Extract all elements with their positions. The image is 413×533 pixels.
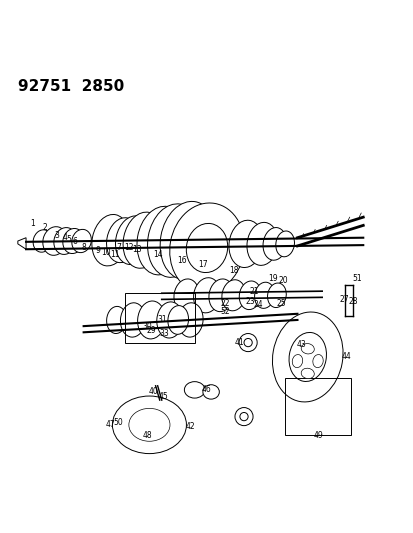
Ellipse shape (262, 228, 286, 260)
Ellipse shape (128, 408, 170, 441)
Text: 6: 6 (73, 237, 78, 246)
Text: 43: 43 (296, 340, 306, 349)
Circle shape (238, 334, 256, 352)
Text: 13: 13 (132, 245, 142, 254)
Ellipse shape (137, 301, 165, 339)
Ellipse shape (106, 218, 138, 263)
Ellipse shape (168, 305, 188, 334)
Ellipse shape (184, 382, 204, 398)
Text: 4: 4 (62, 233, 67, 242)
Ellipse shape (107, 306, 126, 334)
Text: 21: 21 (249, 287, 259, 296)
Text: 10: 10 (101, 248, 111, 256)
Ellipse shape (193, 278, 220, 313)
Ellipse shape (267, 283, 285, 308)
Ellipse shape (202, 385, 219, 399)
Text: 20: 20 (278, 277, 287, 285)
Text: 1: 1 (30, 219, 35, 228)
Text: 31: 31 (157, 316, 166, 325)
Text: 5: 5 (66, 235, 71, 244)
Ellipse shape (221, 280, 245, 311)
Ellipse shape (292, 354, 302, 368)
Text: 46: 46 (202, 385, 211, 394)
Text: 27: 27 (339, 295, 349, 304)
Ellipse shape (33, 230, 52, 252)
Ellipse shape (63, 229, 84, 254)
Text: 92751  2850: 92751 2850 (18, 79, 124, 94)
Ellipse shape (228, 220, 263, 268)
Ellipse shape (254, 282, 274, 309)
Text: 42: 42 (185, 422, 195, 431)
Polygon shape (18, 238, 26, 249)
Text: 3: 3 (55, 231, 59, 240)
Ellipse shape (71, 229, 91, 253)
Ellipse shape (54, 228, 76, 254)
Circle shape (235, 408, 252, 426)
Text: 40: 40 (148, 387, 158, 397)
Ellipse shape (43, 227, 67, 255)
Ellipse shape (157, 302, 183, 338)
Text: 7: 7 (116, 244, 121, 253)
Ellipse shape (169, 203, 244, 293)
Text: 14: 14 (152, 249, 162, 259)
Ellipse shape (147, 204, 200, 277)
Ellipse shape (272, 312, 342, 402)
Ellipse shape (301, 344, 313, 354)
Ellipse shape (288, 333, 326, 382)
Text: 33: 33 (159, 329, 168, 337)
Text: 47: 47 (105, 421, 115, 429)
Bar (285, 377, 350, 435)
Text: 9: 9 (95, 246, 100, 255)
Text: 44: 44 (341, 352, 351, 361)
Text: 48: 48 (142, 431, 152, 440)
Ellipse shape (160, 201, 216, 280)
Ellipse shape (92, 214, 128, 266)
Text: 16: 16 (177, 256, 187, 265)
Text: 19: 19 (267, 274, 277, 284)
Text: 2: 2 (42, 223, 47, 232)
Ellipse shape (247, 222, 278, 265)
Ellipse shape (239, 281, 261, 310)
Ellipse shape (120, 303, 145, 337)
Text: 18: 18 (228, 266, 238, 275)
Ellipse shape (112, 396, 186, 454)
Text: 24: 24 (253, 300, 263, 309)
Text: 11: 11 (109, 249, 119, 259)
Ellipse shape (186, 223, 227, 272)
Text: 28: 28 (347, 297, 357, 306)
Ellipse shape (123, 212, 163, 268)
Ellipse shape (209, 279, 233, 312)
Ellipse shape (115, 216, 150, 264)
Text: 22: 22 (220, 299, 230, 308)
Ellipse shape (137, 206, 186, 275)
Bar (124, 293, 194, 343)
Ellipse shape (275, 231, 294, 257)
Text: 45: 45 (159, 392, 168, 400)
Text: 51: 51 (351, 274, 361, 284)
Ellipse shape (178, 303, 203, 337)
Text: 17: 17 (197, 260, 207, 269)
Text: 29: 29 (146, 326, 156, 335)
Ellipse shape (301, 368, 313, 378)
Text: 52: 52 (220, 307, 230, 316)
Text: 25: 25 (275, 299, 285, 308)
Text: 49: 49 (312, 431, 322, 440)
Ellipse shape (312, 354, 323, 368)
Text: 41: 41 (235, 338, 244, 347)
Text: 23: 23 (245, 297, 254, 306)
Text: 50: 50 (114, 418, 123, 427)
Text: 8: 8 (81, 244, 86, 253)
Text: 30: 30 (142, 321, 152, 330)
Circle shape (243, 338, 252, 346)
Ellipse shape (173, 279, 198, 312)
Circle shape (239, 413, 247, 421)
Text: 12: 12 (124, 244, 133, 253)
